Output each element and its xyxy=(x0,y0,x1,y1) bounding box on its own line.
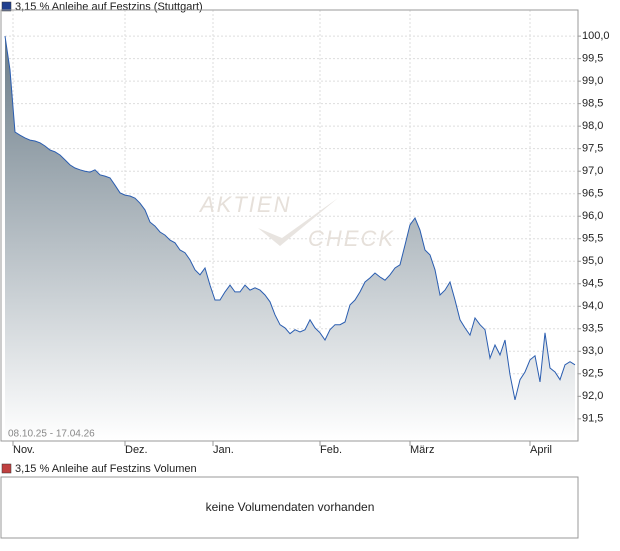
y-tick-label: 92,5 xyxy=(582,368,603,380)
y-tick-label: 95,0 xyxy=(582,255,603,267)
chart-title: 3,15 % Anleihe auf Festzins (Stuttgart) xyxy=(15,1,203,13)
x-tick-label: März xyxy=(410,444,434,456)
y-tick-label: 96,0 xyxy=(582,210,603,222)
line xyxy=(4,36,576,401)
watermark: CHECK xyxy=(308,226,395,251)
x-tick-label: Jan. xyxy=(213,444,234,456)
y-tick-label: 98,0 xyxy=(582,120,603,132)
y-tick-label: 93,0 xyxy=(582,345,603,357)
x-tick-label: Nov. xyxy=(13,444,35,456)
y-tick-label: 95,5 xyxy=(582,233,603,245)
y-tick-label: 91,5 xyxy=(582,413,603,425)
x-tick-label: Feb. xyxy=(320,444,342,456)
y-tick-label: 98,5 xyxy=(582,98,603,110)
x-tick-label: Dez. xyxy=(125,444,148,456)
y-tick-label: 96,5 xyxy=(582,188,603,200)
area xyxy=(5,36,575,440)
y-tick-label: 97,0 xyxy=(582,165,603,177)
plot-frame xyxy=(0,9,579,442)
x-tick-label: April xyxy=(530,444,552,456)
y-tick-label: 93,5 xyxy=(582,323,603,335)
y-tick-label: 94,5 xyxy=(582,278,603,290)
y-tick-label: 94,0 xyxy=(582,300,603,312)
y-tick-label: 100,0 xyxy=(582,30,610,42)
y-tick-label: 99,5 xyxy=(582,53,603,65)
y-tick-label: 92,0 xyxy=(582,390,603,402)
y-tick-label: 99,0 xyxy=(582,75,603,87)
legend-swatch xyxy=(1,1,12,12)
date-range: 08.10.25 - 17.04.26 xyxy=(8,429,95,440)
volume-title: 3,15 % Anleihe auf Festzins Volumen xyxy=(15,463,197,475)
volume-message: keine Volumendaten vorhanden xyxy=(206,500,375,514)
y-tick-label: 97,5 xyxy=(582,143,603,155)
volume-frame xyxy=(0,476,579,539)
legend-swatch xyxy=(1,463,12,474)
watermark: AKTIEN xyxy=(198,192,291,217)
